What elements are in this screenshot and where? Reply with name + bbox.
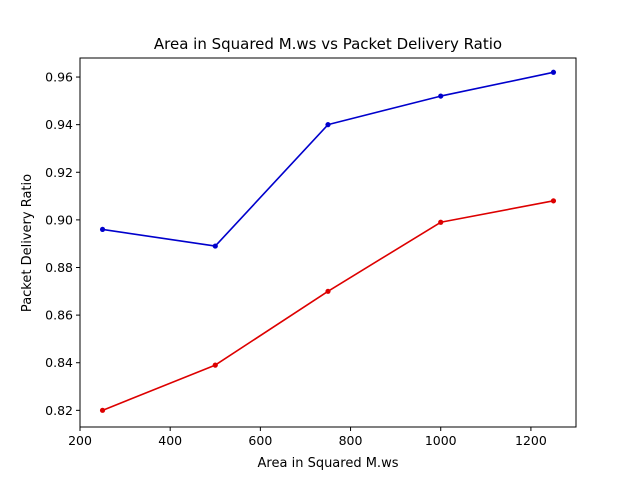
x-axis: 200 400 600 800 1000 1200 [68, 427, 547, 448]
y-tick-label: 0.82 [45, 403, 73, 418]
series-2-point [550, 198, 557, 204]
y-axis-label: Packet Delivery Ratio [20, 174, 35, 312]
series-1-point [325, 122, 331, 128]
y-tick-label: 0.92 [45, 165, 73, 180]
plot-area [79, 57, 577, 428]
x-tick-label: 800 [339, 433, 363, 448]
series-1-point [212, 243, 218, 249]
series-2-point [212, 362, 218, 368]
series-1-point [550, 69, 557, 75]
series-1-point [438, 93, 444, 99]
series-2-point [438, 219, 444, 225]
y-tick-label: 0.94 [45, 117, 73, 132]
series-2-line [102, 200, 554, 412]
y-tick-label: 0.96 [45, 70, 73, 85]
chart-title: Area in Squared M.ws vs Packet Delivery … [154, 35, 502, 53]
y-tick-label: 0.90 [45, 212, 73, 227]
y-axis: 0.82 0.84 0.86 0.88 0.90 0.92 0.94 0.96 [45, 70, 80, 418]
x-tick-label: 200 [68, 433, 92, 448]
x-axis-label: Area in Squared M.ws [258, 456, 399, 471]
y-tick-label: 0.86 [45, 308, 73, 323]
series-1-line [102, 71, 554, 247]
y-tick-label: 0.84 [45, 355, 73, 370]
x-tick-label: 400 [158, 433, 182, 448]
series-2-point [325, 288, 331, 294]
series-2-point [99, 407, 106, 413]
x-tick-label: 1200 [515, 433, 547, 448]
series-1-point [99, 226, 106, 233]
x-tick-label: 1000 [425, 433, 457, 448]
plot-frame [79, 57, 577, 428]
x-tick-label: 600 [248, 433, 272, 448]
series-layer [99, 69, 557, 413]
y-tick-label: 0.88 [45, 260, 73, 275]
